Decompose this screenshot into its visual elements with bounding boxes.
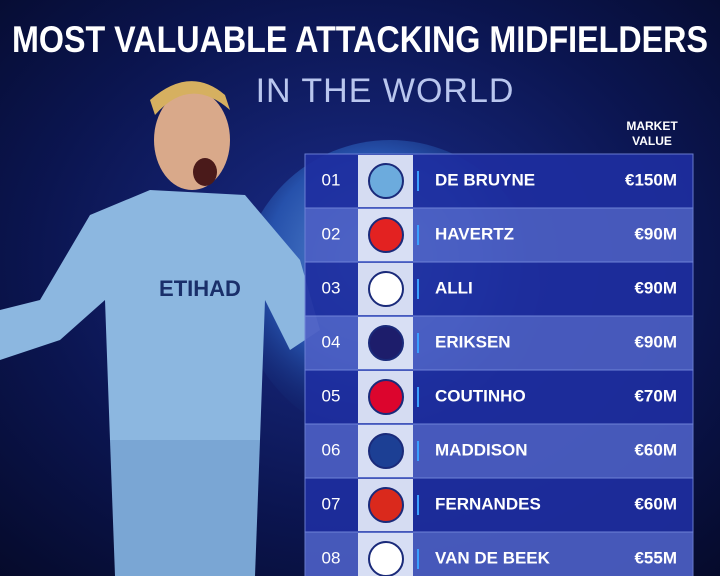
column-header: MARKET [626,119,678,133]
club-logo [368,379,404,415]
player-name: COUTINHO [435,386,526,405]
subtitle: IN THE WORLD [256,72,515,110]
player-name: HAVERTZ [435,224,514,243]
market-value: €90M [634,332,677,351]
rank: 05 [322,386,341,405]
market-value: €70M [634,386,677,405]
svg-text:ETIHAD: ETIHAD [159,276,241,301]
club-logo [368,541,404,576]
club-logo [368,271,404,307]
club-logo [368,217,404,253]
player-name: MADDISON [435,440,528,459]
market-value: €60M [634,494,677,513]
player-name: FERNANDES [435,494,541,513]
title: MOST VALUABLE ATTACKING MIDFIELDERS [12,19,708,60]
club-logo [368,433,404,469]
market-value: €60M [634,440,677,459]
column-header: VALUE [632,134,672,148]
player-name: DE BRUYNE [435,170,535,189]
market-value: €90M [634,278,677,297]
club-logo [368,163,404,199]
player-name: VAN DE BEEK [435,548,551,567]
club-logo [368,487,404,523]
market-value: €150M [625,170,677,189]
rank: 02 [322,224,341,243]
ranking-table: 01 DE BRUYNE €150M 02 HAVERTZ €90M 03 ALLI €90M 0… [304,153,694,576]
rank: 04 [322,332,341,351]
rank: 03 [322,278,341,297]
market-value: €55M [634,548,677,567]
player-name: ERIKSEN [435,332,511,351]
rank: 01 [322,170,341,189]
rank: 07 [322,494,341,513]
rank: 06 [322,440,341,459]
club-logo [368,325,404,361]
market-value: €90M [634,224,677,243]
player-figure: ETIHAD [0,81,320,576]
rank: 08 [322,548,341,567]
player-name: ALLI [435,278,473,297]
